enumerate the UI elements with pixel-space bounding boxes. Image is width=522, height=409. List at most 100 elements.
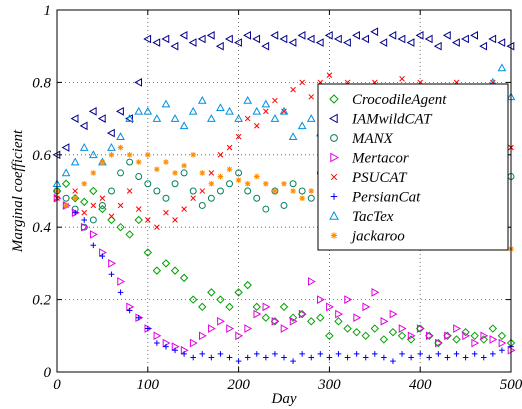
data-point [253,194,261,202]
data-point [152,114,162,122]
data-point [72,195,78,202]
data-point [471,351,478,357]
legend-marker [330,173,338,181]
data-point [170,114,180,122]
data-point [181,351,187,357]
data-point [208,354,215,361]
data-point [63,202,69,209]
legend-marker [330,193,338,200]
data-point [444,354,451,361]
data-point [261,313,271,322]
legend-marker [329,94,339,104]
data-point [198,202,206,209]
data-point [326,302,334,312]
data-point [161,99,171,108]
x-tick-label: 300 [317,377,341,393]
data-point [234,114,243,122]
data-point [172,347,178,354]
data-point [433,41,442,51]
data-point [117,289,124,296]
data-point [290,188,296,194]
data-point [135,206,142,212]
data-point [216,295,225,304]
data-point [235,133,242,140]
data-point [316,313,325,322]
data-point [371,288,380,297]
data-point [72,188,78,194]
data-point [126,158,134,166]
data-point [353,313,362,323]
data-point [189,338,198,348]
data-point [270,30,279,40]
data-point [207,288,216,297]
data-point [262,205,270,213]
data-point [306,34,315,44]
data-point [361,331,370,341]
data-point [352,30,360,40]
data-point [380,316,389,326]
data-point [144,217,151,223]
data-point [154,224,160,231]
data-point [226,180,233,188]
data-point [153,187,161,195]
data-point [80,197,89,207]
data-point [108,187,115,195]
data-point [62,194,70,202]
data-point [272,351,278,357]
legend-item: TacTex [329,209,394,225]
data-point [61,168,71,177]
data-point [235,169,243,177]
data-point [70,157,80,166]
data-point [333,34,342,44]
data-point [61,143,70,152]
data-point [154,340,160,346]
data-point [426,354,433,361]
data-point [297,30,306,40]
data-point [299,195,305,202]
data-point [90,202,97,209]
data-point [125,230,134,239]
data-point [390,358,396,364]
data-point [297,121,307,130]
data-point [143,34,152,44]
data-point [352,327,361,337]
data-point [108,259,117,268]
data-point [198,331,207,341]
legend-label: IAMwildCAT [351,112,433,128]
legend-item: jackaroo [330,229,405,245]
data-point [497,331,507,341]
legend-marker [328,113,338,124]
data-point [379,38,388,47]
data-point [253,309,262,319]
legend-item: PSUCAT [330,170,408,186]
data-point [361,34,370,44]
data-point [208,170,215,176]
data-point [344,354,351,361]
data-point [252,106,262,115]
data-point [308,354,315,361]
data-point [243,280,252,290]
data-point [217,316,225,326]
data-point [217,173,224,180]
data-point [252,302,261,312]
data-point [217,151,224,158]
data-point [272,188,278,194]
data-point [135,173,143,180]
data-point [389,309,398,319]
data-point [125,114,133,123]
data-point [208,180,215,187]
data-point [117,144,124,151]
data-point [199,170,206,176]
data-point [108,213,115,220]
data-point [243,95,253,104]
data-point [170,41,179,51]
data-point [435,351,442,357]
data-point [134,215,143,225]
data-point [61,179,71,188]
data-point [152,38,161,47]
data-point [272,97,278,104]
data-point [471,338,480,348]
x-tick-label: 400 [409,377,432,393]
data-point [117,277,126,286]
data-point [325,331,334,341]
